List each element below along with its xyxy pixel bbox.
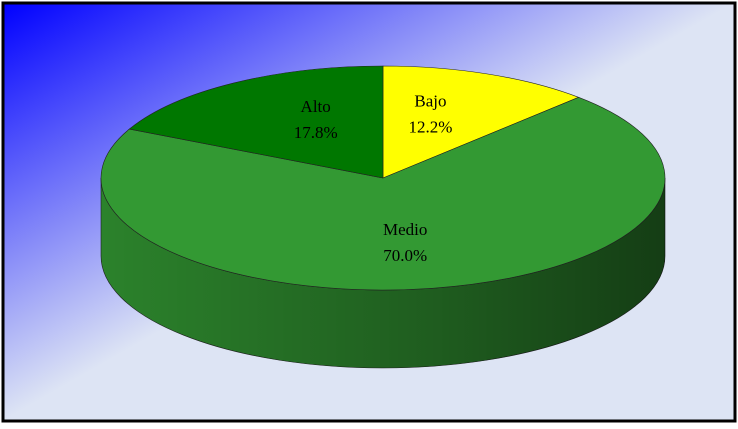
- slice-label: Medio: [383, 220, 427, 239]
- slice-value-label: 70.0%: [383, 246, 427, 265]
- slice-label: Alto: [301, 97, 331, 116]
- slice-value-label: 12.2%: [408, 118, 452, 137]
- slice-value-label: 17.8%: [294, 123, 338, 142]
- slice-label: Bajo: [414, 92, 446, 111]
- slice: [382, 65, 580, 179]
- slice-side-shade: [101, 178, 665, 368]
- slice: [100, 97, 666, 291]
- slice: [128, 65, 384, 179]
